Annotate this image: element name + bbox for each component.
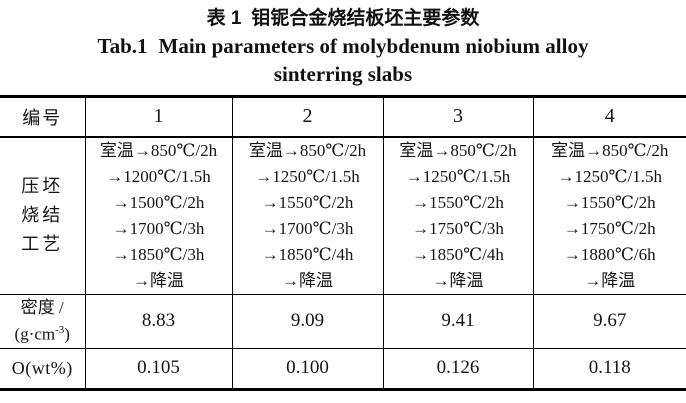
text-line: →1750℃/3h [412, 218, 504, 238]
table-caption: 表 1 钼铌合金烧结板坯主要参数 Tab.1 Main parameters of … [0, 0, 686, 88]
text-line: 压坯 [21, 176, 64, 196]
table-caption-zh: 表 1 钼铌合金烧结板坯主要参数 [0, 6, 686, 32]
oxygen-row-label: O(wt%) [11, 357, 73, 378]
parameters-table: 编号 1 2 3 4 压坯烧结工艺 室温→850℃/2h →1200℃/1.5h →… [0, 95, 686, 391]
density-value-3: 9.41 [382, 294, 533, 349]
process-row: 压坯烧结工艺 室温→850℃/2h →1200℃/1.5h →1500℃/2h →17… [0, 136, 686, 295]
text-line: 工艺 [21, 234, 64, 254]
process-cell-1: 室温→850℃/2h →1200℃/1.5h →1500℃/2h →1700℃/3h →… [84, 136, 232, 295]
oxygen-row: O(wt%) 0.105 0.100 0.126 0.118 [0, 348, 686, 389]
text-line: 室温→850℃/2h [248, 140, 367, 160]
text-line: →1700℃/3h [261, 218, 354, 238]
density-value-4: 9.67 [532, 294, 686, 349]
density-row-label: 密度 / (g·cm-3) [0, 294, 85, 349]
table-number-zh: 表 1 [206, 8, 242, 29]
text-line: →1850℃/3h [112, 244, 205, 264]
oxygen-value-2: 0.100 [231, 348, 383, 389]
text-line: 室温→850℃/2h [399, 140, 517, 160]
oxygen-value-4: 0.118 [532, 348, 686, 389]
text-line: →降温 [432, 270, 484, 290]
text-line: 室温→850℃/2h [551, 140, 669, 160]
text-line: →1250℃/1.5h [405, 166, 511, 186]
header-col-2: 2 [231, 96, 383, 138]
table-number-en: Tab.1 [97, 34, 148, 58]
density-unit-exponent: -3 [55, 323, 65, 336]
density-unit-prefix: (g·cm [14, 324, 56, 344]
table-title-zh: 钼铌合金烧结板坯主要参数 [251, 8, 480, 29]
text-line: →1750℃/2h [563, 218, 656, 238]
density-value-2: 9.09 [231, 294, 383, 349]
density-value-1: 8.83 [84, 294, 232, 349]
text-line: →降温 [133, 270, 184, 290]
text-line: →1550℃/2h [261, 192, 354, 212]
header-col-1: 1 [84, 96, 232, 138]
text-line: →1880℃/6h [563, 244, 656, 264]
text-line: 室温→850℃/2h [99, 140, 218, 160]
text-line: →1550℃/2h [412, 192, 504, 212]
header-row: 编号 1 2 3 4 [0, 96, 686, 138]
process-cell-4: 室温→850℃/2h →1250℃/1.5h →1550℃/2h →1750℃/2h →… [532, 136, 686, 295]
density-row: 密度 / (g·cm-3) 8.83 9.09 9.41 9.67 [0, 294, 686, 349]
oxygen-value-3: 0.126 [382, 348, 533, 389]
text-line: →1250℃/1.5h [255, 166, 360, 186]
density-unit: (g·cm-3) [0, 319, 85, 346]
process-cell-2: 室温→850℃/2h →1250℃/1.5h →1550℃/2h →1700℃/3h →… [231, 136, 383, 295]
header-col-4: 4 [532, 96, 686, 138]
text-line: 烧结 [21, 205, 64, 225]
process-row-label: 压坯 烧结 工艺 [0, 136, 85, 295]
text-line: →1250℃/1.5h [557, 166, 663, 186]
text-line: →1700℃/3h [112, 218, 205, 238]
process-cell-3: 室温→850℃/2h →1250℃/1.5h →1550℃/2h →1750℃/3h →… [382, 136, 533, 295]
table-caption-en-line1: Tab.1 Main parameters of molybdenum niobi… [0, 32, 686, 60]
text-line: →1850℃/4h [412, 244, 504, 264]
table-caption-en-line2: sinterring slabs [273, 62, 413, 86]
table-title-en: Main parameters of molybdenum niobium al… [158, 34, 589, 58]
text-line: →1850℃/4h [261, 244, 354, 264]
text-line: →降温 [282, 270, 333, 290]
text-line: →1550℃/2h [563, 192, 656, 212]
text-line: →1500℃/2h [112, 192, 205, 212]
density-label-line1: 密度 / [20, 297, 64, 317]
text-line: →降温 [584, 270, 636, 290]
header-row-label: 编号 [0, 96, 85, 138]
header-col-3: 3 [382, 96, 533, 138]
text-line: →1200℃/1.5h [106, 166, 211, 186]
oxygen-value-1: 0.105 [84, 348, 232, 389]
density-unit-suffix: ) [64, 324, 70, 344]
